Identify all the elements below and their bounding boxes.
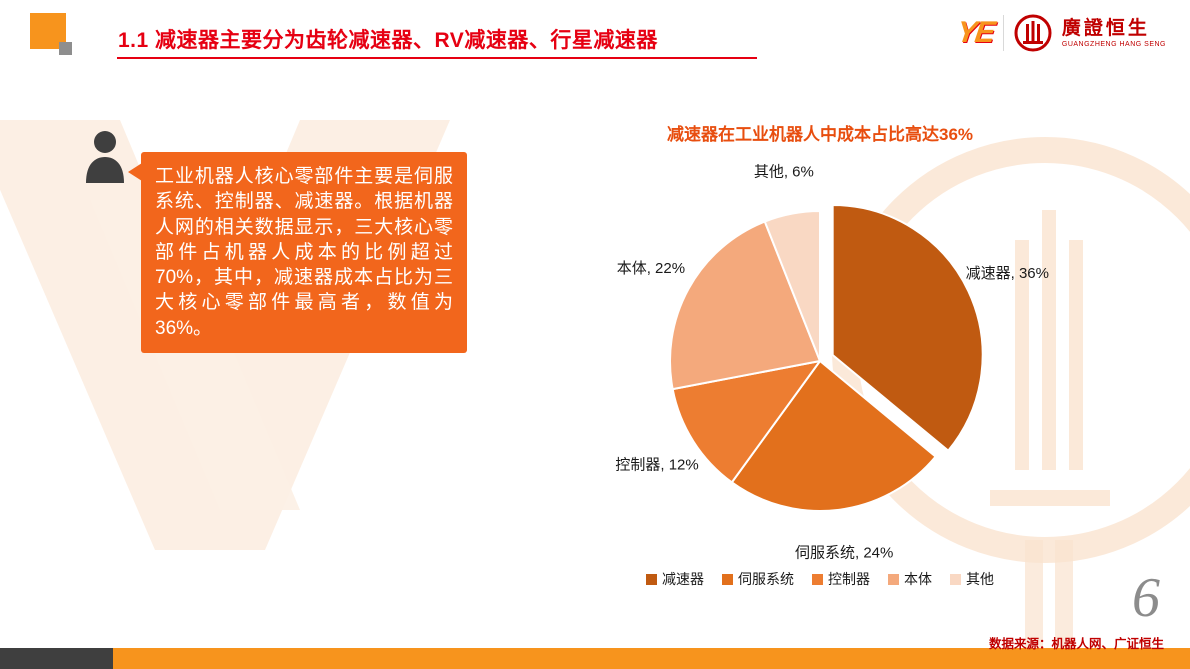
brand-logo: YE 廣證恒生 GUANGZHENG HANG SENG [954, 14, 1166, 52]
pie-slice-sifu-xitong [730, 360, 937, 512]
pie-slice-benti [669, 220, 821, 391]
legend-label: 伺服系统 [738, 571, 794, 587]
legend-label: 减速器 [662, 571, 704, 587]
pie-label-kongzhiqi: 控制器, 12% [615, 456, 698, 473]
bottom-bar-dark-segment [0, 648, 113, 669]
brand-name-en: GUANGZHENG HANG SENG [1061, 40, 1166, 48]
legend-swatch-icon [950, 573, 961, 585]
bottom-bar [0, 648, 1190, 669]
pie-slice-jiansuqi [831, 204, 984, 452]
legend-item-qita: 其他 [950, 569, 994, 589]
legend-label: 控制器 [828, 571, 870, 587]
chart-legend: 减速器 伺服系统 控制器 本体 其他 [575, 569, 1065, 589]
brand-emblem-icon [1014, 14, 1052, 52]
legend-swatch-icon [722, 573, 733, 585]
page-title: 1.1 减速器主要分为齿轮减速器、RV减速器、行星减速器 [118, 29, 658, 52]
brand-name-cn: 廣證恒生 [1061, 17, 1150, 39]
pie-label-benti: 本体, 22% [617, 260, 685, 277]
data-source-note: 数据来源：机器人网、广证恒生 [988, 637, 1164, 651]
callout-text: 工业机器人核心零部件主要是伺服系统、控制器、减速器。根据机器人网的相关数据显示，… [155, 166, 453, 339]
pie-label-sifu-xitong: 伺服系统, 24% [795, 544, 893, 561]
pie-slice-kongzhiqi [671, 360, 821, 484]
chart-title: 减速器在工业机器人中成本占比高达36% [666, 125, 974, 144]
person-icon [86, 131, 124, 183]
legend-label: 其他 [966, 571, 994, 587]
deco-square-gray [59, 42, 72, 55]
page-number: 6 [1132, 567, 1160, 629]
logo-divider [1002, 15, 1004, 51]
legend-swatch-icon [888, 573, 899, 585]
legend-swatch-icon [646, 573, 657, 585]
bottom-bar-orange-segment [113, 648, 1190, 669]
pie-label-qita: 其他, 6% [754, 163, 814, 180]
brand-text: 廣證恒生 GUANGZHENG HANG SENG [1062, 19, 1166, 48]
legend-item-jiansuqi: 减速器 [646, 569, 704, 589]
pie-label-jiansuqi: 减速器, 36% [966, 265, 1049, 282]
legend-item-kongzhiqi: 控制器 [812, 569, 870, 589]
legend-item-sifu-xitong: 伺服系统 [722, 569, 794, 589]
chart-panel: 减速器在工业机器人中成本占比高达36% 减速器, 36% 伺服系统, 24% 控制器… [575, 120, 1065, 589]
pie-chart-svg: 减速器, 36% 伺服系统, 24% 控制器, 12% 本体, 22% 其他, 6% [615, 163, 1049, 561]
legend-label: 本体 [904, 571, 932, 587]
title-underline [117, 57, 757, 59]
pie-slice-qita [763, 210, 821, 362]
callout-bubble: 工业机器人核心零部件主要是伺服系统、控制器、减速器。根据机器人网的相关数据显示，… [128, 152, 467, 353]
brand-monogram-icon: YE [954, 16, 996, 49]
legend-item-benti: 本体 [888, 569, 932, 589]
legend-swatch-icon [812, 573, 823, 585]
